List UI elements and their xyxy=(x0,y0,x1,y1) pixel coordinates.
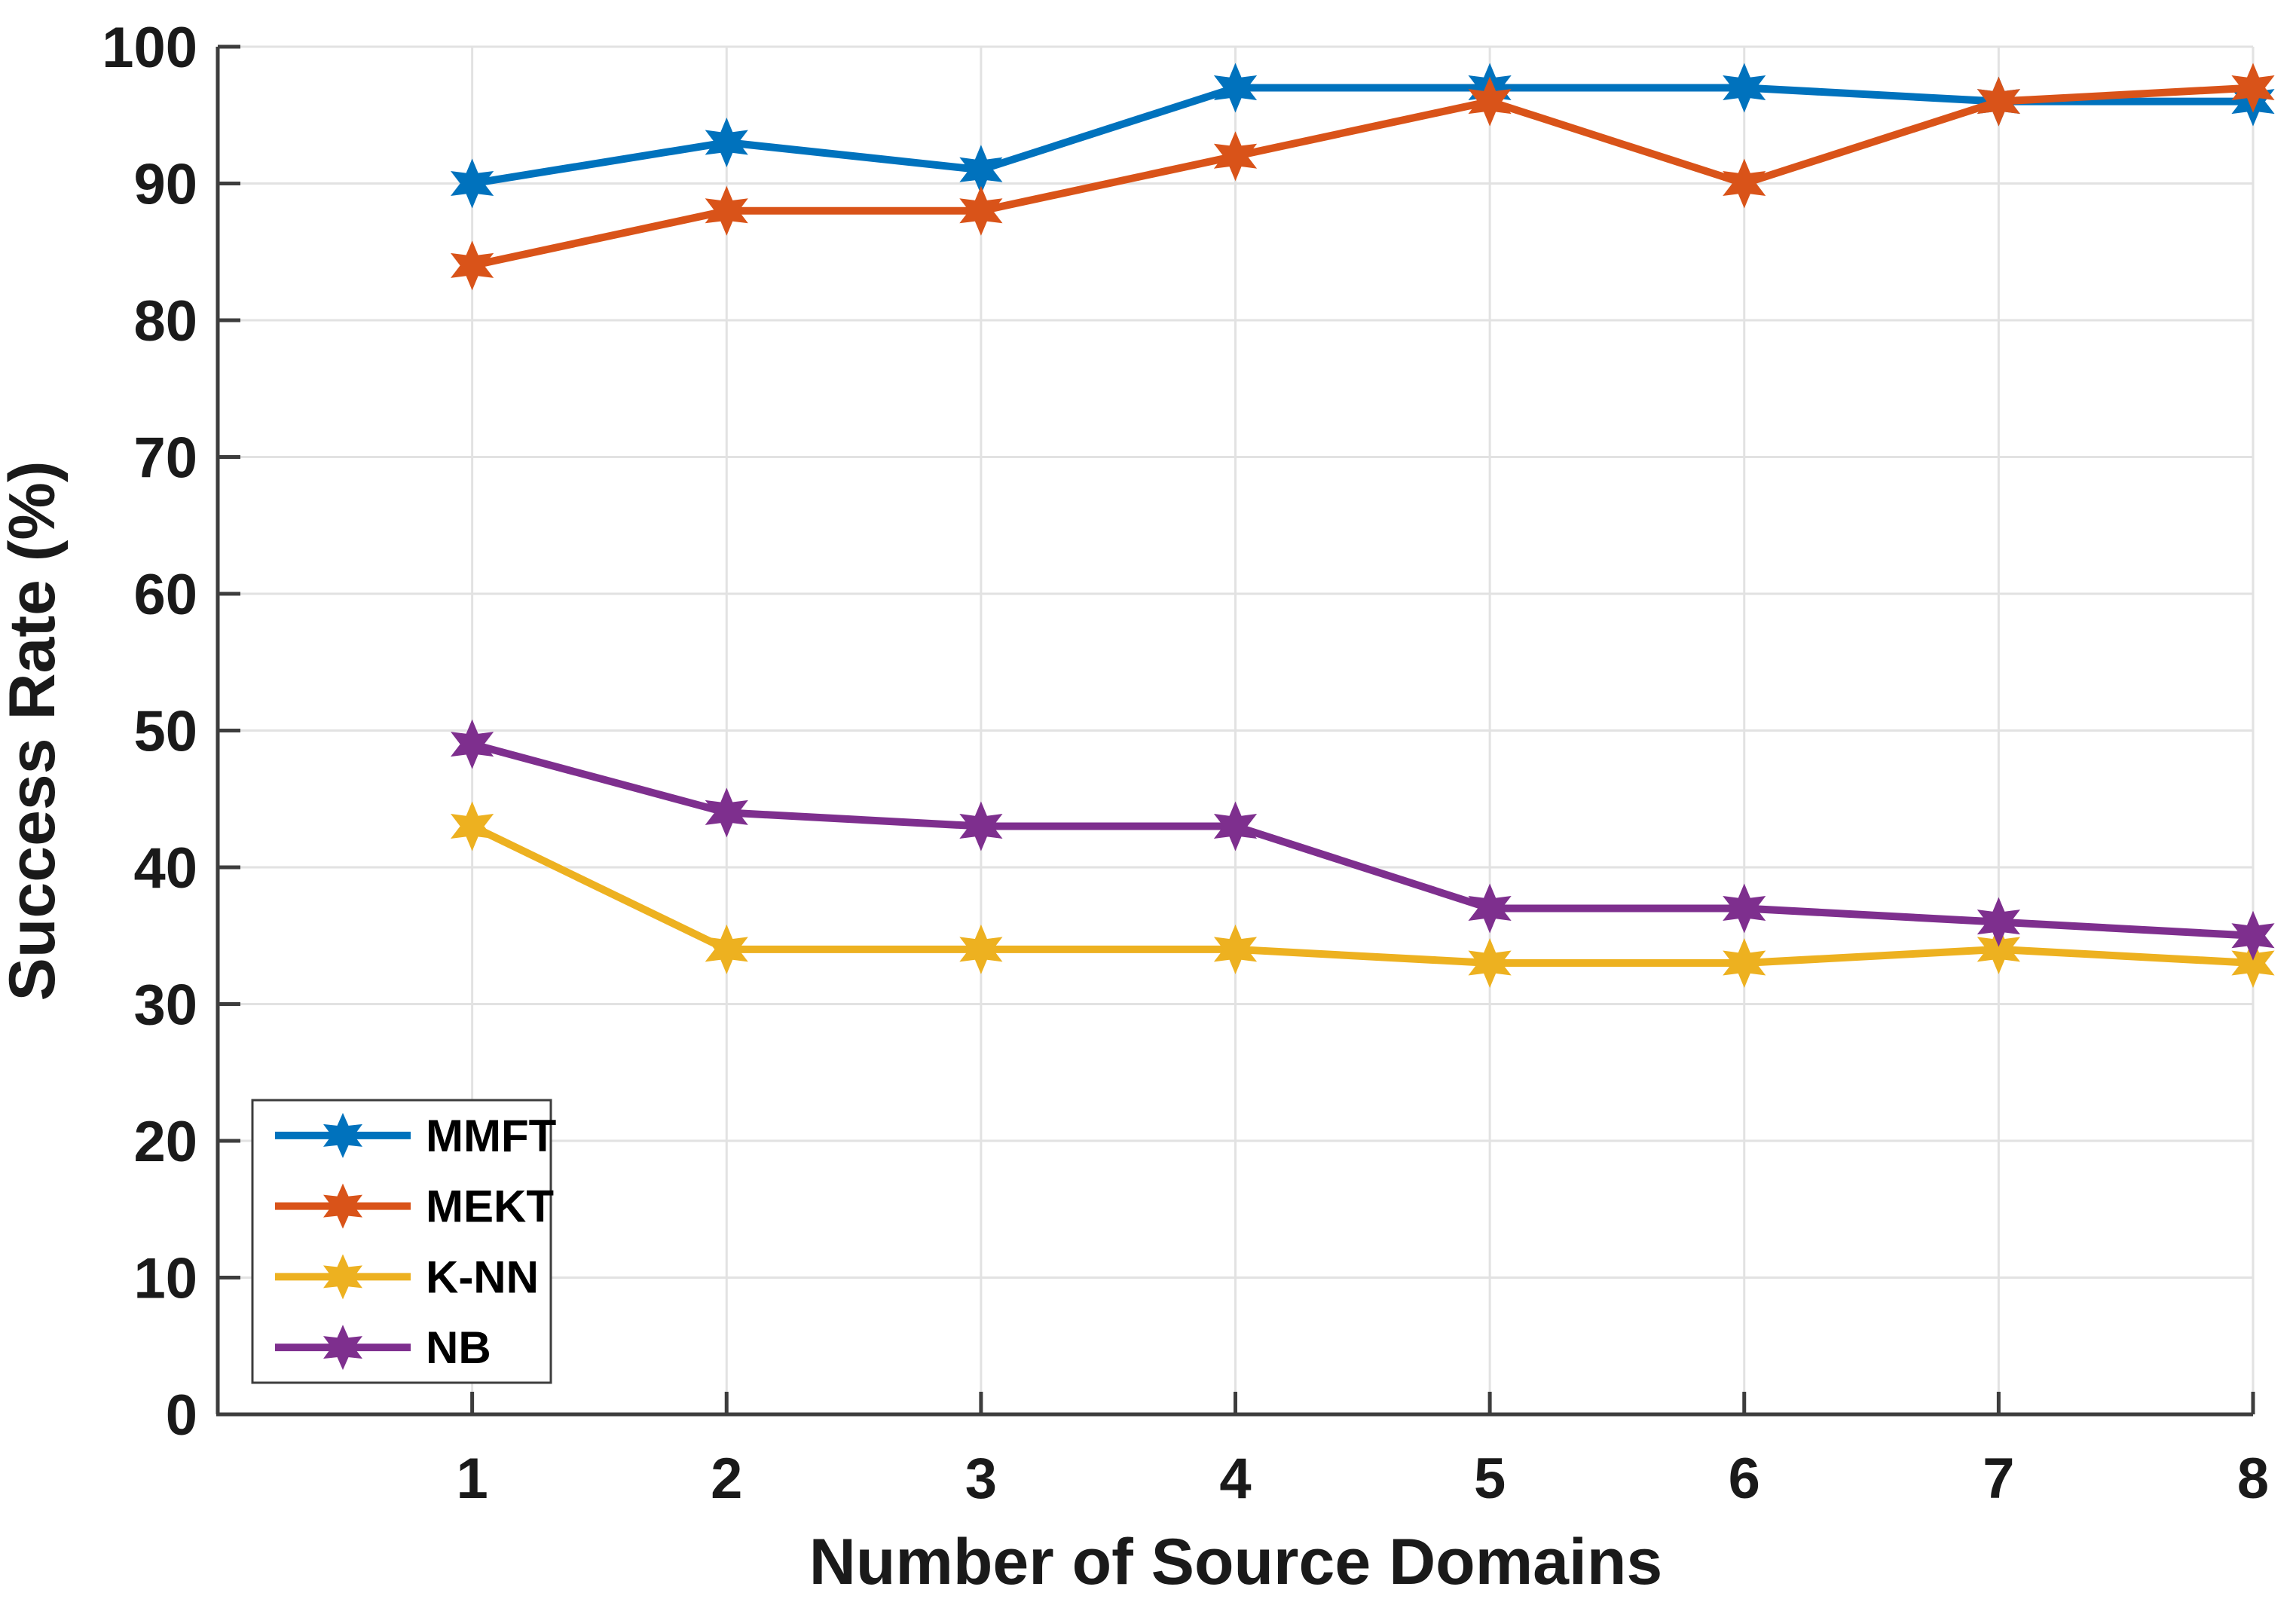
y-tick-label: 40 xyxy=(133,836,197,900)
series-line xyxy=(468,84,2257,270)
legend-entry-mmft: MMFT xyxy=(275,1111,556,1161)
data-point-marker xyxy=(451,801,494,851)
data-point-marker xyxy=(705,118,748,167)
y-tick-label: 20 xyxy=(133,1110,197,1174)
series-nb xyxy=(451,719,2275,961)
legend-frame xyxy=(251,1099,552,1384)
data-point-marker xyxy=(959,924,1003,974)
x-tick-label: 3 xyxy=(965,1447,997,1511)
data-point-marker xyxy=(959,145,1003,195)
data-point-marker xyxy=(2231,63,2275,113)
data-point-marker xyxy=(1723,158,1766,209)
series-mekt xyxy=(451,63,2275,291)
series-line xyxy=(468,822,2257,967)
legend-entry-k-nn: K-NN xyxy=(275,1252,539,1302)
x-tick-label: 1 xyxy=(456,1447,488,1511)
data-point-marker xyxy=(705,185,748,236)
data-point-marker xyxy=(451,158,494,209)
data-point-marker xyxy=(1468,938,1512,988)
y-axis-title: Success Rate (%) xyxy=(0,461,69,1001)
data-point-marker xyxy=(705,924,748,974)
y-tick-label: 60 xyxy=(133,563,197,627)
legend-label: K-NN xyxy=(426,1252,539,1302)
data-point-marker xyxy=(1723,63,1766,113)
data-point-marker xyxy=(1723,938,1766,988)
series-k-nn xyxy=(451,801,2275,988)
y-tick-label: 10 xyxy=(133,1247,197,1311)
y-tick-label: 50 xyxy=(133,700,197,764)
data-point-marker xyxy=(451,719,494,769)
data-point-marker xyxy=(451,240,494,291)
data-series xyxy=(451,63,2275,988)
data-point-marker xyxy=(959,801,1003,851)
series-line xyxy=(468,84,2257,188)
series-line xyxy=(468,740,2257,940)
x-tick-label: 5 xyxy=(1474,1447,1506,1511)
legend-marker xyxy=(323,1254,362,1300)
x-tick-label: 6 xyxy=(1729,1447,1760,1511)
x-tick-label: 2 xyxy=(711,1447,742,1511)
data-point-marker xyxy=(705,787,748,838)
legend-marker xyxy=(323,1183,362,1229)
data-point-marker xyxy=(1213,924,1258,974)
data-point-marker xyxy=(1977,897,2020,947)
data-point-marker xyxy=(1723,883,1766,934)
legend-marker xyxy=(323,1325,362,1371)
y-tick-label: 70 xyxy=(133,426,197,491)
legend-entry-nb: NB xyxy=(275,1322,491,1373)
legend-box: MMFT MEKT K-NN NB xyxy=(251,1099,556,1384)
data-point-marker xyxy=(2231,910,2275,961)
axes-spines xyxy=(216,44,2255,1417)
y-tick-label: 90 xyxy=(133,153,197,217)
data-point-marker xyxy=(1213,63,1258,113)
data-point-marker xyxy=(1977,924,2020,974)
x-axis-title: Number of Source Domains xyxy=(809,1526,1663,1598)
legend-marker xyxy=(323,1112,362,1158)
x-tick-label: 4 xyxy=(1219,1447,1251,1511)
data-point-marker xyxy=(1468,76,1512,127)
legend-label: NB xyxy=(426,1322,491,1373)
y-tick-label: 80 xyxy=(133,289,197,353)
legend-label: MEKT xyxy=(426,1182,554,1232)
y-tick-label: 100 xyxy=(102,16,197,80)
tick-labels: 0 10 20 30 40 50 60 70 80 90 100 1 2 3 4 5 6 7 8 xyxy=(102,16,2269,1511)
x-tick-label: 7 xyxy=(1983,1447,2014,1511)
y-tick-label: 0 xyxy=(166,1383,197,1448)
legend-entry-mekt: MEKT xyxy=(275,1182,554,1232)
y-tick-label: 30 xyxy=(133,974,197,1038)
data-point-marker xyxy=(959,185,1003,236)
legend-label: MMFT xyxy=(426,1111,556,1161)
data-point-marker xyxy=(1213,131,1258,182)
x-tick-label: 8 xyxy=(2237,1447,2269,1511)
data-point-marker xyxy=(1213,801,1258,851)
data-point-marker xyxy=(1977,76,2020,127)
data-point-marker xyxy=(2231,938,2275,988)
data-point-marker xyxy=(1468,883,1512,934)
